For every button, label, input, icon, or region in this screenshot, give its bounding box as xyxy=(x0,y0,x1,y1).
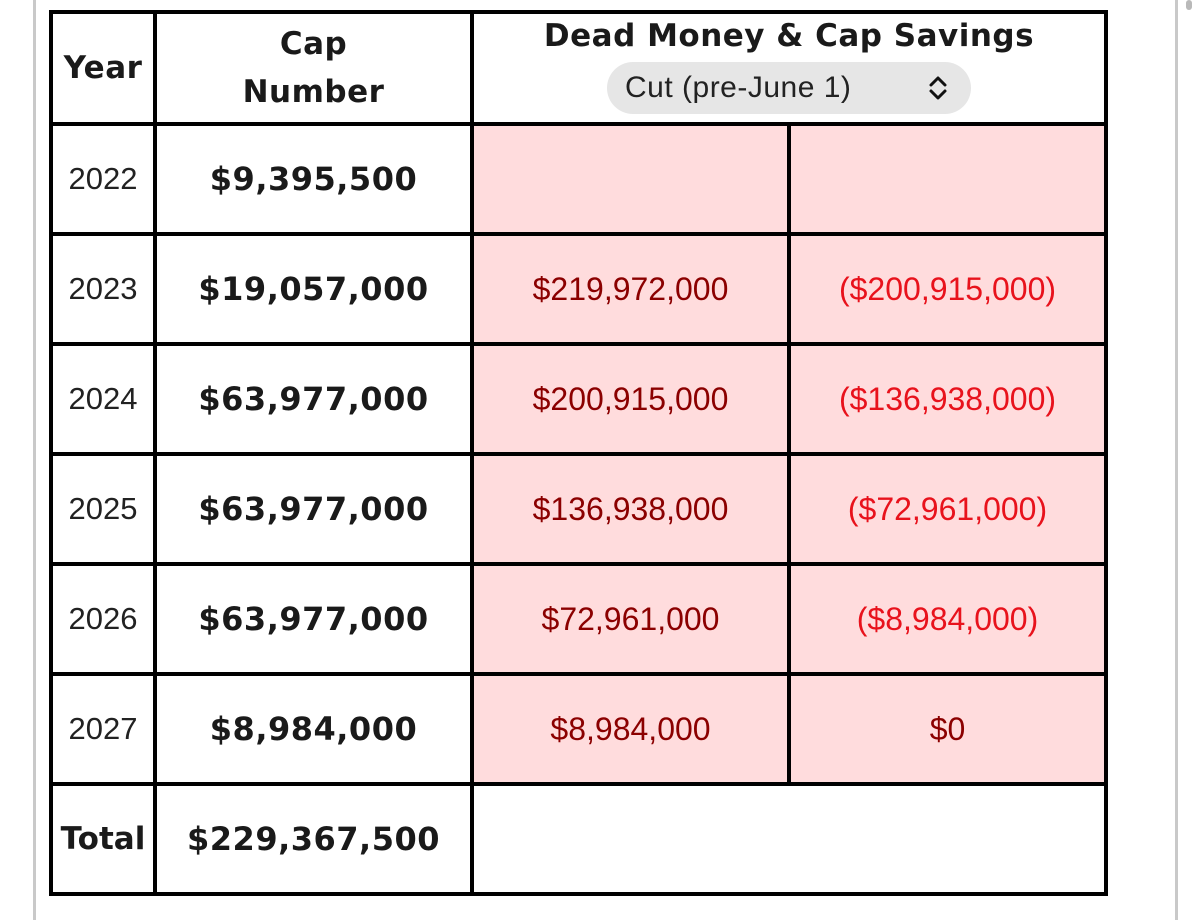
table-row: 2026 $63,977,000 $72,961,000 ($8,984,000… xyxy=(49,562,1108,676)
scenario-select-value: Cut (pre-June 1) xyxy=(625,71,852,104)
cap-savings-cell xyxy=(787,122,1108,236)
table-row: 2022 $9,395,500 xyxy=(49,122,1108,236)
cap-number-cell: $63,977,000 xyxy=(153,562,474,676)
cap-savings-cell: $0 xyxy=(787,672,1108,786)
dead-money-cell: $8,984,000 xyxy=(470,672,791,786)
total-row: Total $229,367,500 xyxy=(49,782,1108,896)
cap-number-cell: $9,395,500 xyxy=(153,122,474,236)
dead-money-title: Dead Money & Cap Savings xyxy=(543,18,1035,54)
table-row: 2027 $8,984,000 $8,984,000 $0 xyxy=(49,672,1108,786)
scrollbar-thumb[interactable] xyxy=(1186,0,1192,10)
cap-header-line1: Cap xyxy=(279,26,348,62)
year-cell: 2023 xyxy=(49,232,157,346)
table-row: 2024 $63,977,000 $200,915,000 ($136,938,… xyxy=(49,342,1108,456)
cap-number-cell: $19,057,000 xyxy=(153,232,474,346)
table-header-row: Year Cap Number Dead Money & Cap Savings… xyxy=(49,10,1108,126)
year-cell: 2025 xyxy=(49,452,157,566)
page-edge-left xyxy=(33,0,36,920)
cap-number-column-header: Cap Number xyxy=(153,10,474,126)
table-row: 2023 $19,057,000 $219,972,000 ($200,915,… xyxy=(49,232,1108,346)
cap-savings-cell: ($200,915,000) xyxy=(787,232,1108,346)
total-label: Total xyxy=(49,782,157,896)
year-cell: 2022 xyxy=(49,122,157,236)
cap-savings-cell: ($8,984,000) xyxy=(787,562,1108,676)
dead-money-cell: $200,915,000 xyxy=(470,342,791,456)
year-column-header: Year xyxy=(49,10,157,126)
year-cell: 2024 xyxy=(49,342,157,456)
scenario-select[interactable]: Cut (pre-June 1) xyxy=(607,62,971,114)
cap-number-cell: $8,984,000 xyxy=(153,672,474,786)
year-cell: 2026 xyxy=(49,562,157,676)
contract-table: Year Cap Number Dead Money & Cap Savings… xyxy=(49,10,1108,896)
cap-number-cell: $63,977,000 xyxy=(153,452,474,566)
dead-money-cell: $72,961,000 xyxy=(470,562,791,676)
total-dead-money-cell xyxy=(470,782,1108,896)
dead-money-cell: $136,938,000 xyxy=(470,452,791,566)
dead-money-cell xyxy=(470,122,791,236)
dead-money-column-header: Dead Money & Cap Savings Cut (pre-June 1… xyxy=(470,10,1108,126)
cap-number-cell: $63,977,000 xyxy=(153,342,474,456)
total-cap-number: $229,367,500 xyxy=(153,782,474,896)
cap-header-line2: Number xyxy=(242,74,385,110)
year-cell: 2027 xyxy=(49,672,157,786)
dead-money-cell: $219,972,000 xyxy=(470,232,791,346)
page-edge-right xyxy=(1175,0,1178,920)
table-row: 2025 $63,977,000 $136,938,000 ($72,961,0… xyxy=(49,452,1108,566)
cap-savings-cell: ($72,961,000) xyxy=(787,452,1108,566)
chevron-up-down-icon xyxy=(929,76,947,100)
cap-savings-cell: ($136,938,000) xyxy=(787,342,1108,456)
